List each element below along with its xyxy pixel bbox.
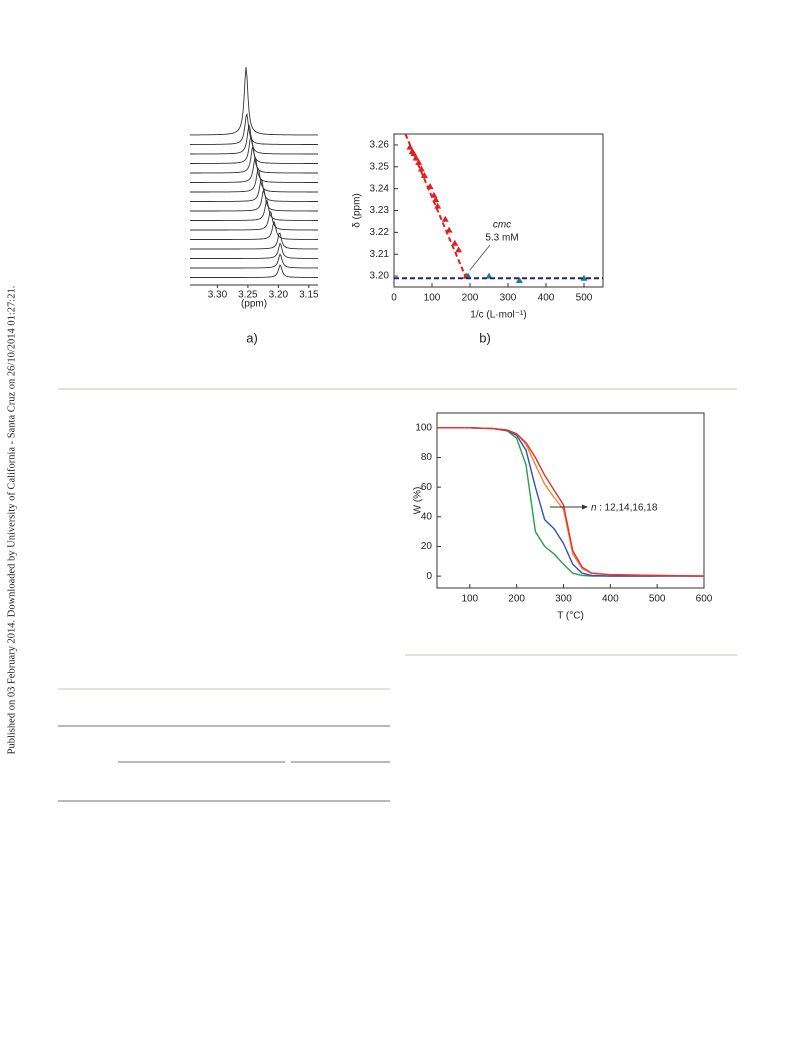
data-point [420, 172, 428, 179]
y-tick-label: 40 [421, 511, 433, 522]
y-tick-label: 100 [415, 422, 432, 433]
data-point [406, 143, 414, 150]
plot-frame [393, 133, 604, 288]
x-tick-label: 500 [576, 293, 593, 304]
x-axis-label: (ppm) [241, 299, 267, 310]
data-point [485, 272, 493, 279]
tga-curve [437, 427, 704, 577]
annotation: n [591, 503, 597, 514]
y-tick-label: 3.23 [370, 205, 390, 216]
rules [58, 388, 737, 690]
fit-line [404, 133, 468, 279]
spectrum [190, 112, 318, 145]
data-point [434, 202, 442, 209]
spectrum [190, 124, 318, 155]
x-tick-label: 200 [508, 594, 525, 605]
tga-curve [437, 427, 705, 577]
y-tick-label: 3.25 [370, 161, 390, 172]
spectrum [190, 67, 318, 136]
sidebar-note: Published on 03 February 2014. Downloade… [6, 286, 17, 755]
spectrum [190, 155, 318, 183]
annotation: cmc [493, 220, 511, 231]
y-tick-label: 0 [426, 571, 432, 582]
x-tick-label: 3.30 [208, 290, 228, 301]
tga-curve [437, 427, 704, 577]
data-point [455, 246, 463, 253]
y-tick-label: 80 [421, 452, 433, 463]
y-tick-label: 3.21 [370, 249, 390, 260]
x-tick-label: 500 [649, 594, 666, 605]
caption: a) [246, 330, 258, 345]
annotation: : 12,14,16,18 [599, 503, 658, 514]
data-point [515, 276, 523, 283]
spectrum [190, 220, 318, 240]
plot-frame [436, 412, 705, 589]
y-tick-label: 20 [421, 541, 433, 552]
y-tick-label: 3.22 [370, 227, 390, 238]
x-tick-label: 200 [462, 293, 479, 304]
x-tick-label: 600 [696, 594, 713, 605]
spectrum [190, 188, 318, 212]
spectrum [190, 166, 318, 193]
x-tick-label: 3.20 [269, 290, 289, 301]
y-axis-label: W (%) [413, 487, 424, 515]
data-point [441, 215, 449, 222]
x-tick-label: 100 [461, 594, 478, 605]
x-tick-label: 0 [391, 293, 397, 304]
data-point [451, 239, 459, 246]
x-tick-label: 400 [538, 293, 555, 304]
x-tick-label: 300 [555, 594, 572, 605]
spectrum [190, 232, 318, 250]
table-skeleton [58, 725, 390, 802]
data-point [415, 158, 423, 165]
x-axis-label: 1/c (L·mol⁻¹) [470, 310, 526, 321]
spectrum [190, 144, 318, 174]
spectrum [190, 264, 318, 278]
y-axis-label: δ (ppm) [352, 193, 363, 227]
x-tick-label: 300 [500, 293, 517, 304]
data-point [417, 165, 425, 172]
spectrum [190, 242, 318, 259]
y-tick-label: 60 [421, 482, 433, 493]
x-tick-label: 3.15 [299, 290, 319, 301]
arrow-head [582, 504, 588, 510]
y-tick-label: 3.20 [370, 271, 390, 282]
y-tick-label: 3.24 [370, 183, 390, 194]
x-tick-label: 3.25 [238, 290, 258, 301]
spectrum [190, 198, 318, 221]
spectrum [190, 253, 318, 269]
tga-curve [437, 427, 705, 577]
x-tick-label: 400 [602, 594, 619, 605]
caption: b) [479, 330, 491, 345]
spectrum [190, 177, 318, 202]
x-axis-label: T (°C) [557, 611, 584, 622]
spectrum [190, 211, 318, 231]
annotation-arrow [469, 244, 491, 271]
x-tick-label: 100 [424, 293, 441, 304]
annotation: 5.3 mM [485, 233, 518, 244]
y-tick-label: 3.26 [370, 140, 390, 151]
